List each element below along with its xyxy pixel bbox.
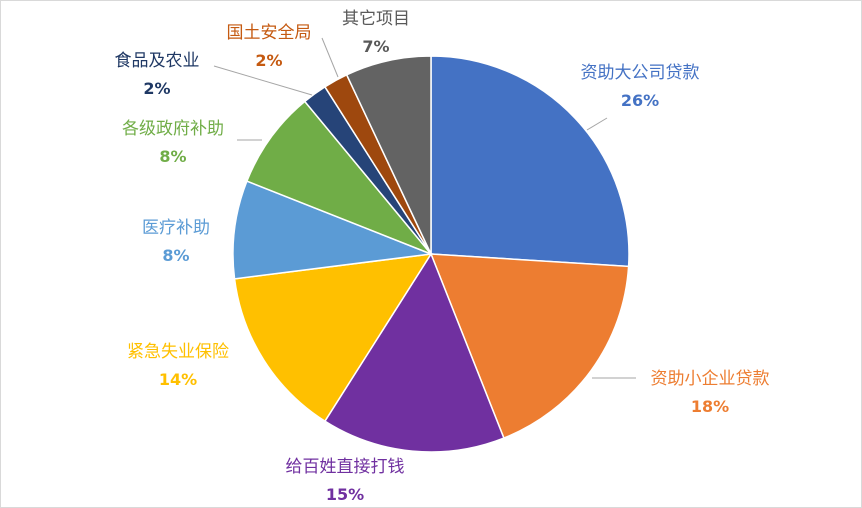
slice-label-6: 食品及农业 [115, 51, 200, 71]
slice-label-3: 紧急失业保险 [127, 342, 229, 362]
data-labels: 资助大公司贷款 26% 资助小企业贷款 18% 给百姓直接打钱 15% 紧急失业保险 14% 医… [115, 9, 770, 504]
slice-label-4: 医疗补助 [142, 218, 210, 238]
leader-line-6 [213, 65, 313, 96]
slice-value-1: 18% [691, 397, 729, 416]
slice-value-0: 26% [621, 91, 659, 110]
slice-label-8: 其它项目 [342, 9, 410, 29]
pie-slice-3 [233, 253, 433, 423]
leader-line-7 [321, 37, 339, 78]
pie-slice-1 [429, 253, 630, 440]
slice-value-3: 14% [159, 370, 197, 389]
leader-line-0 [586, 117, 608, 131]
pie-slice-2 [323, 252, 505, 453]
slice-label-7: 国土安全局 [227, 23, 312, 43]
slice-value-8: 7% [362, 37, 389, 56]
slice-value-5: 8% [159, 147, 186, 166]
slice-label-1: 资助小企业贷款 [651, 369, 770, 389]
pie-slices [232, 55, 630, 453]
pie-slice-0 [430, 55, 630, 268]
pie-slice-8 [345, 55, 432, 255]
pie-slice-5 [245, 100, 432, 255]
slice-label-0: 资助大公司贷款 [581, 63, 700, 83]
slice-label-5: 各级政府补助 [122, 119, 224, 139]
pie-slice-4 [232, 180, 432, 280]
slice-label-2: 给百姓直接打钱 [286, 457, 405, 477]
slice-value-7: 2% [255, 51, 282, 70]
slice-value-6: 2% [143, 79, 170, 98]
slice-value-4: 8% [162, 246, 189, 265]
leader-lines [213, 37, 636, 379]
slice-value-2: 15% [326, 485, 364, 504]
